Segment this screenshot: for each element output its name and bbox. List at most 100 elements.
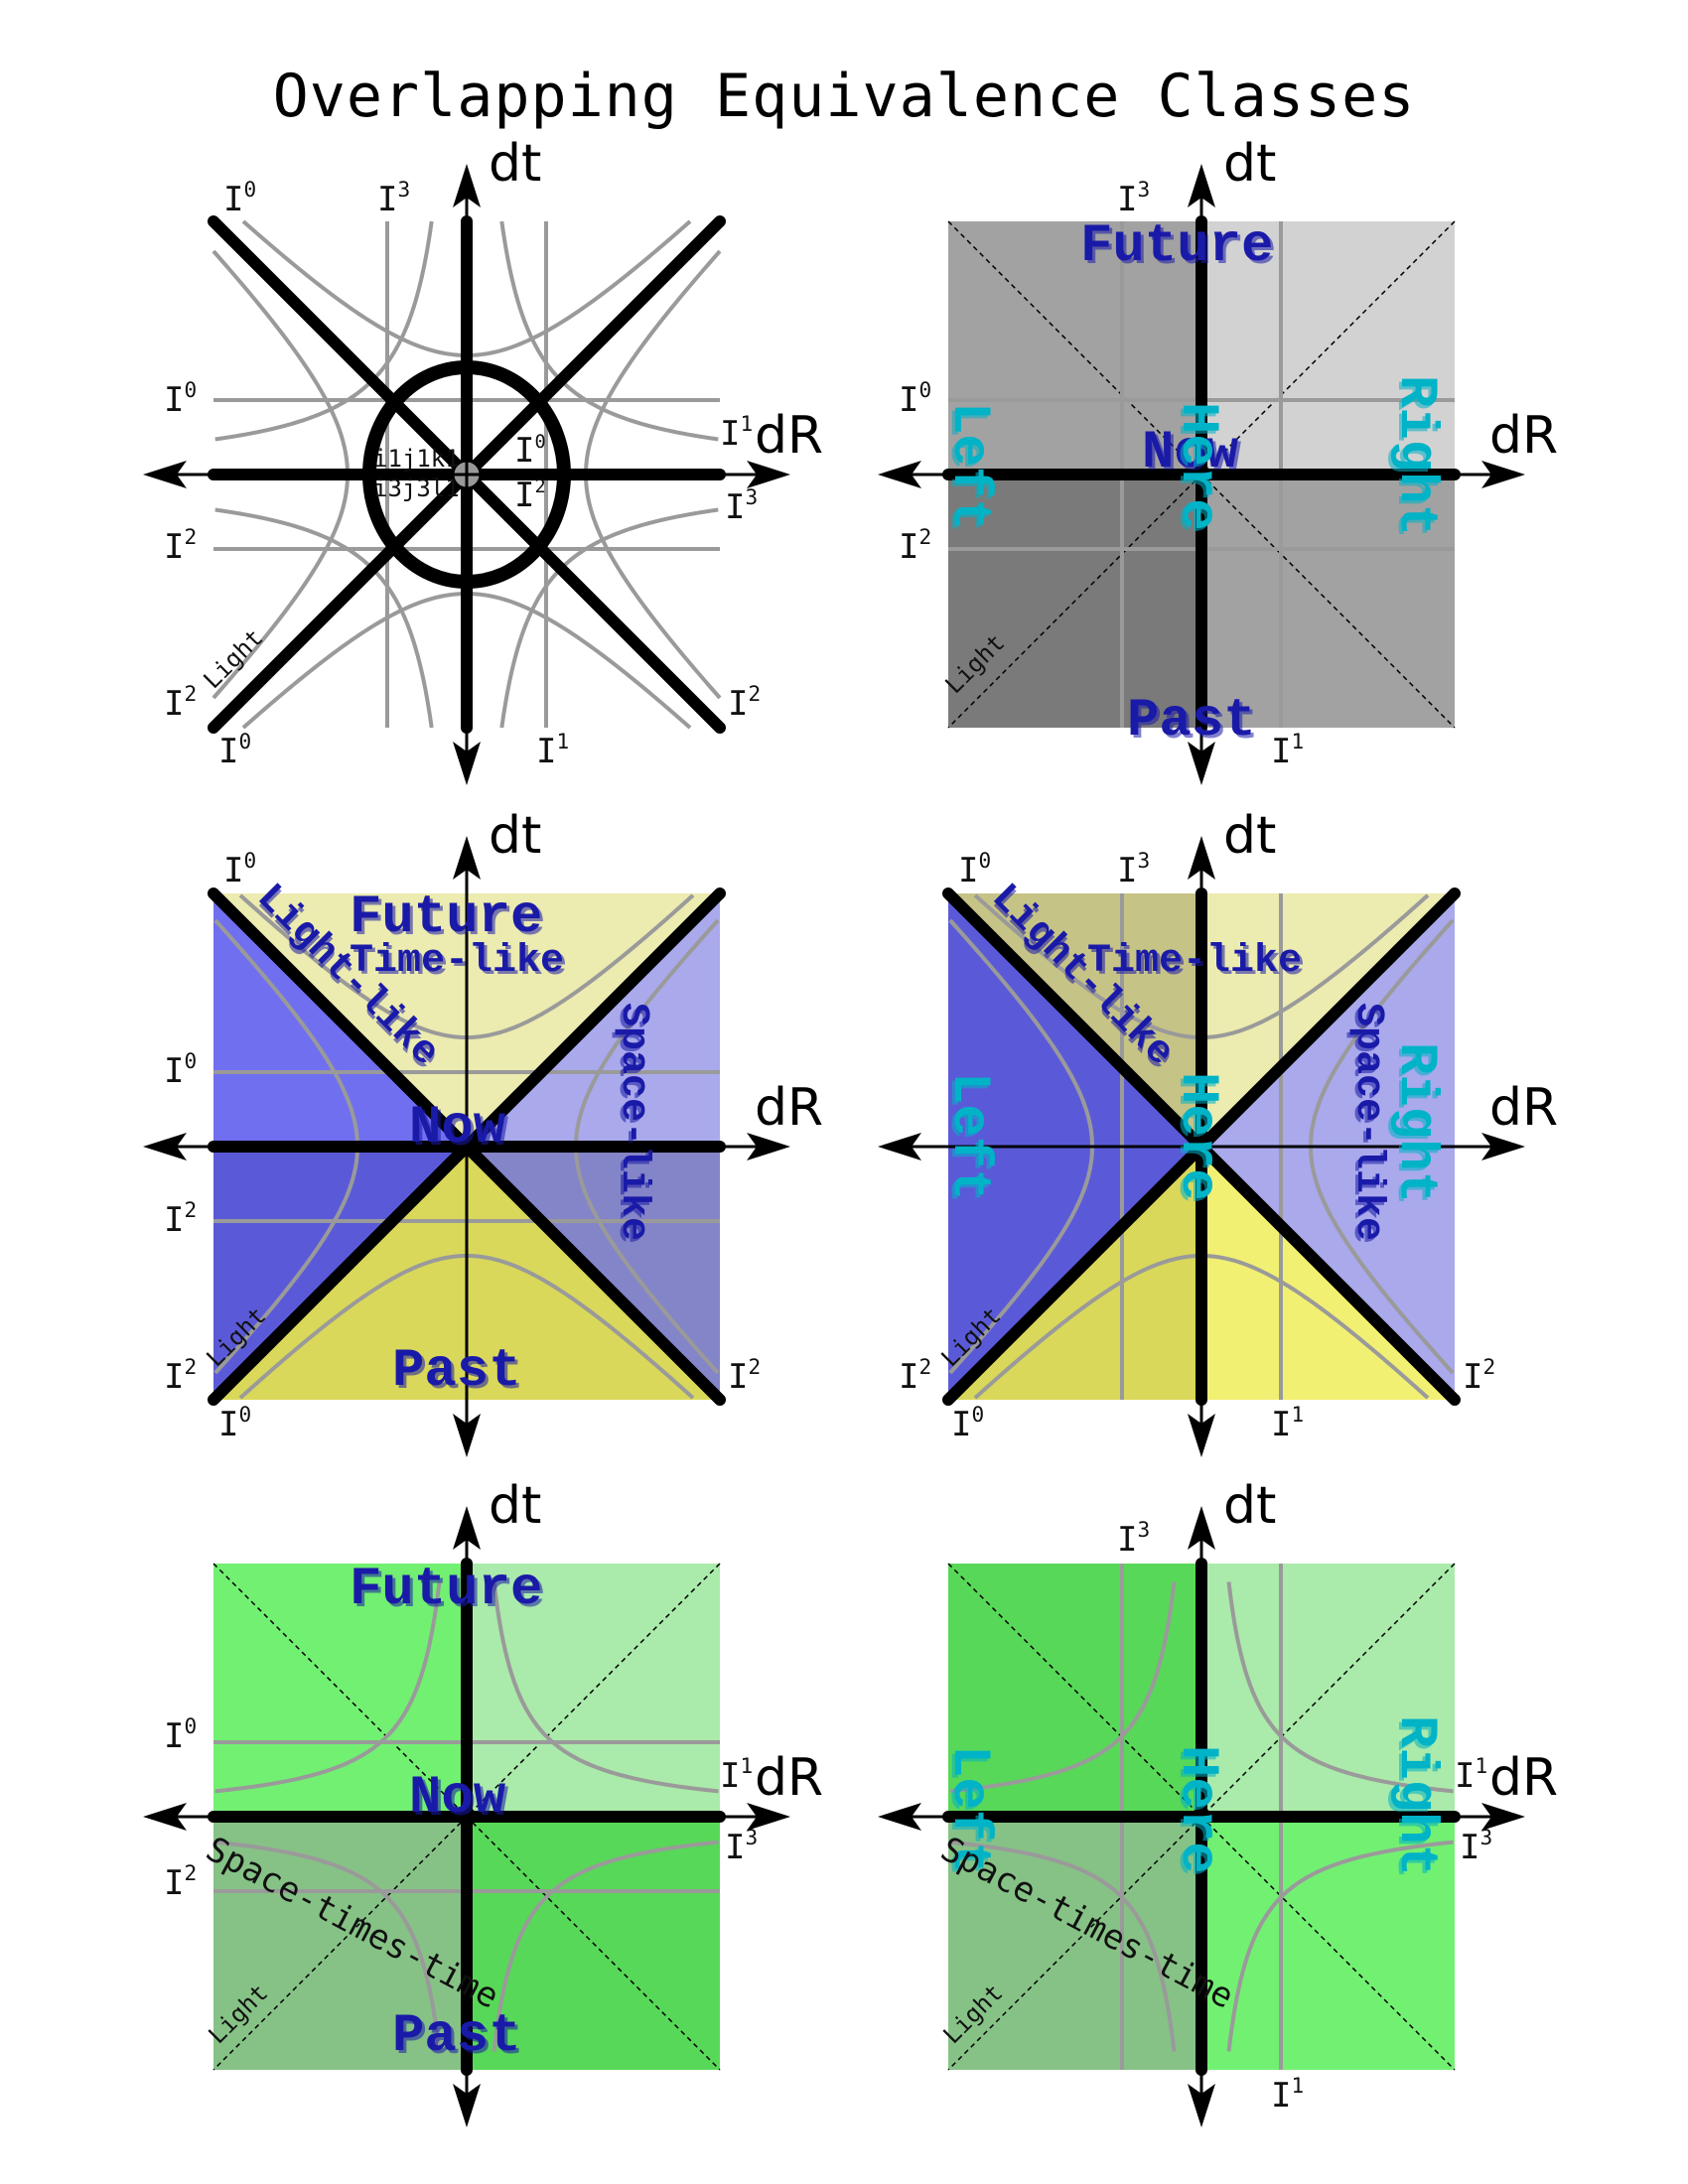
now-label-shadow: Now: [412, 1101, 509, 1161]
label-i2: I2: [164, 1860, 197, 1903]
past-label-shadow: Past: [395, 2009, 524, 2070]
label-i3: I3: [1117, 1517, 1150, 1560]
hyperbola-bl: [214, 507, 434, 729]
time-like-label-shadow: Time-like: [352, 942, 567, 987]
axis-label-dr: dR: [755, 1748, 823, 1808]
arrow-left-icon: [878, 1133, 921, 1160]
arrow-down-icon: [1188, 2084, 1215, 2127]
label-i3: I3: [1117, 848, 1150, 890]
arrow-right-icon: [1481, 461, 1525, 488]
label-i1: I1: [1271, 2073, 1304, 2116]
here-label-text: Here: [1167, 1072, 1227, 1201]
label-i1: I1: [720, 1753, 753, 1796]
axis-label-dt: dt: [1223, 806, 1276, 866]
time-like-label-shadow: Time-like: [1090, 942, 1305, 987]
right-label-text: Right: [1385, 375, 1446, 536]
axis-label-dt: dt: [1223, 1476, 1276, 1536]
here-label-text: Here: [1167, 402, 1227, 531]
arrow-left-icon: [143, 1133, 187, 1160]
hyperbola-tl: [214, 1581, 442, 1794]
future-label-text: Future: [350, 1560, 542, 1620]
label-i2: I2: [164, 681, 197, 724]
hyperbola-tr: [499, 220, 719, 442]
future-label-shadow: Future: [352, 1563, 545, 1623]
past-label-text: Past: [392, 2006, 521, 2067]
label-i1: I1: [1271, 1402, 1304, 1444]
arrow-up-icon: [1188, 836, 1215, 880]
arrow-right-icon: [1481, 1133, 1525, 1160]
arrow-down-icon: [1188, 742, 1215, 785]
label-i1: I1: [536, 729, 569, 771]
future-label-text: Future: [1080, 216, 1273, 277]
label-i3: I3: [725, 1825, 758, 1867]
arrow-up-icon: [1188, 1506, 1215, 1550]
label-i0: I0: [223, 848, 256, 890]
hyperbola-tr: [492, 1581, 719, 1794]
arrow-up-icon: [1188, 164, 1215, 207]
panel-5-green: dtdRI0I2I1I3FutureFutureNowNowPastPastSp…: [143, 1476, 823, 2127]
space-like-label-text: Space-like: [1345, 1003, 1390, 1241]
space-like-label-shadow: Space-like: [608, 1006, 652, 1244]
label-i1: I1: [1271, 729, 1304, 771]
axis-label-dr: dR: [755, 406, 823, 466]
left-label-text: Left: [938, 1072, 999, 1201]
label-i2: I2: [164, 524, 197, 567]
arrow-left-icon: [878, 1803, 921, 1831]
arrow-right-icon: [747, 1133, 790, 1160]
panel-3-cone: dt dR I0 I0 I2 I2 I0 I2 FutureFutureTime-likeTim…: [143, 806, 823, 1457]
label-i0: I0: [164, 377, 197, 420]
arrow-up-icon: [453, 164, 481, 207]
label-i2: I2: [164, 1197, 197, 1240]
time-like-label-text: Time-like: [1087, 939, 1302, 984]
space-like-label-text: Space-like: [611, 1003, 655, 1241]
here-label-shadow: Here: [1164, 1748, 1224, 1877]
label-i3: I3: [725, 484, 758, 527]
past-label-text: Past: [1127, 691, 1256, 751]
future-label-text: Future: [350, 887, 542, 948]
label-i2: I2: [728, 1354, 761, 1397]
label-i2: I2: [1463, 1354, 1495, 1397]
label-i0: I0: [951, 1402, 984, 1444]
label-i3: I3: [1117, 177, 1150, 219]
future-label-shadow: Future: [352, 890, 545, 951]
hyperbola-tl: [214, 220, 434, 442]
left-label-text: Left: [938, 1745, 999, 1874]
now-label-shadow: Now: [1145, 426, 1242, 486]
hyperbola-br: [1226, 1840, 1454, 2052]
label-i0: I0: [899, 377, 931, 420]
hyperbola-bl: [949, 1840, 1177, 2052]
axis-label-dr: dR: [1489, 1748, 1558, 1808]
label-i2: I2: [164, 1354, 197, 1397]
left-label-shadow: Left: [935, 1075, 996, 1204]
label-i3: I3: [1460, 1825, 1492, 1867]
label-i2: I2: [899, 524, 931, 567]
label-i1: I1: [720, 411, 753, 454]
axis-label-dt: dt: [1223, 134, 1276, 194]
left-label-text: Left: [938, 402, 999, 531]
panel-1-star: dt dR I0 I3 I0 I2 I2 I0 I1 I2 I1 I3 I0 I2 i1j1k1i3j3l1…: [143, 134, 823, 785]
right-label-shadow: Right: [1382, 1718, 1443, 1879]
hyperbola-tr: [1226, 1581, 1454, 1794]
axis-label-dt: dt: [489, 1476, 541, 1536]
here-label-shadow: Here: [1164, 405, 1224, 534]
